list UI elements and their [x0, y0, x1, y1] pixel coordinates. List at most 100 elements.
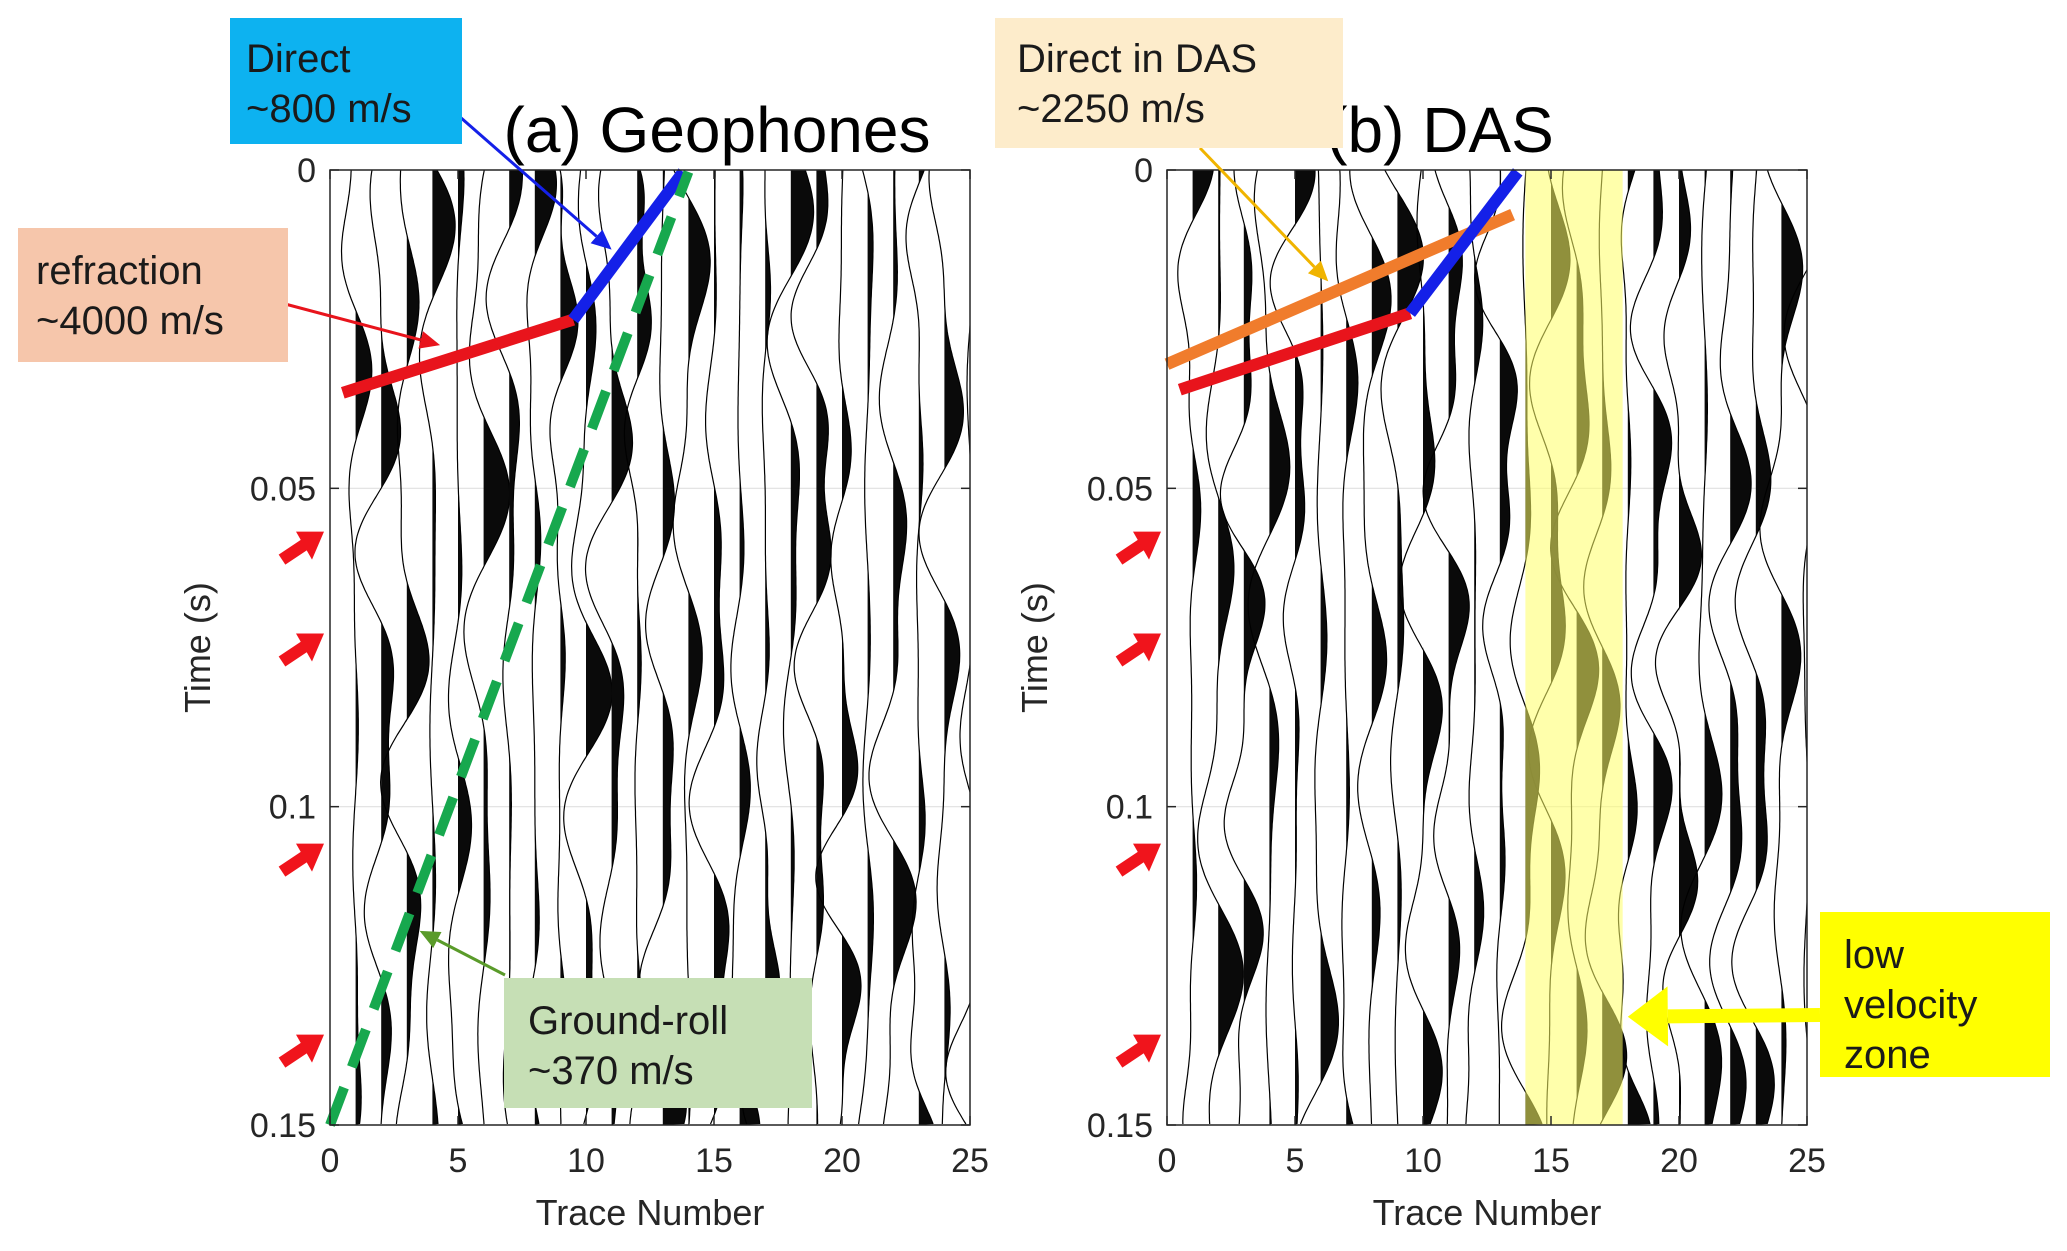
seismic-trace	[858, 170, 874, 1125]
annotation-line: Direct in DAS	[1017, 37, 1258, 81]
x-tick-label: 15	[695, 1142, 733, 1180]
annotation-arrow	[1198, 146, 1329, 282]
annotation-ground-roll: Ground-roll ~370 m/s	[504, 978, 812, 1108]
time-marker-arrow	[278, 633, 324, 667]
low-velocity-zone-highlight	[1525, 170, 1623, 1125]
annotation-line: ~2250 m/s	[1017, 87, 1205, 131]
seismic-trace	[1299, 170, 1339, 1125]
interpreted-line-2	[325, 170, 694, 1127]
x-tick-label: 5	[1286, 1142, 1305, 1180]
time-marker-arrow	[278, 1034, 324, 1068]
annotation-arrow	[419, 930, 506, 977]
seismic-trace	[463, 170, 511, 1125]
annotation-line: ~4000 m/s	[36, 299, 224, 343]
chart-title: (b) DAS	[1326, 94, 1554, 166]
annotation-line: Ground-roll	[528, 999, 729, 1043]
annotation-line: ~800 m/s	[246, 87, 412, 131]
seismic-trace	[354, 170, 402, 1125]
x-tick-label: 0	[321, 1142, 340, 1180]
seismic-trace	[1731, 170, 1775, 1125]
annotation-direct: Direct ~800 m/s	[230, 18, 462, 144]
annotation-line: Direct	[246, 37, 351, 81]
seismic-trace	[1708, 170, 1752, 1125]
seismic-trace	[1247, 170, 1291, 1125]
y-tick-label: 0.05	[250, 470, 316, 508]
seismic-trace	[1197, 170, 1244, 1125]
x-tick-label: 25	[951, 1142, 989, 1180]
seismic-trace	[340, 170, 373, 1125]
seismic-trace	[1269, 170, 1316, 1125]
seismic-trace	[918, 170, 964, 1125]
panel-b-das: 0 5 10 15 20 25 0 0.05 0.1 0.15 (b) DAS Trace Num…	[1014, 94, 1826, 1233]
time-marker-arrow	[278, 531, 324, 565]
x-tick-label: 25	[1788, 1142, 1826, 1180]
y-tick-label: 0	[297, 152, 316, 190]
time-marker-arrow	[1115, 843, 1161, 877]
x-axis-label: Trace Number	[1373, 1192, 1602, 1233]
annotation-line: refraction	[36, 249, 203, 293]
axes-frame	[329, 169, 971, 1126]
x-tick-label: 20	[1660, 1142, 1698, 1180]
time-marker-arrow	[1115, 531, 1161, 565]
interpreted-line-2	[1405, 168, 1523, 317]
x-tick-label: 15	[1532, 1142, 1570, 1180]
seismic-trace	[1399, 170, 1443, 1125]
y-tick-label: 0	[1134, 152, 1153, 190]
seismic-trace	[815, 170, 862, 1125]
x-tick-label: 20	[823, 1142, 861, 1180]
seismic-trace	[1617, 170, 1651, 1125]
y-axis-label: Time (s)	[177, 582, 218, 713]
panel-a-geophones: 0 5 10 15 20 25 0 0.05 0.1 0.15 (a) Geophones Tra…	[177, 94, 989, 1233]
time-marker-arrow	[1115, 633, 1161, 667]
seismic-trace	[868, 170, 917, 1125]
x-axis-label: Trace Number	[536, 1192, 765, 1233]
y-tick-label: 0.15	[250, 1107, 316, 1145]
seismic-trace	[1349, 170, 1392, 1125]
seismic-trace	[672, 170, 711, 1125]
seismic-trace	[584, 170, 634, 1125]
seismic-trace	[418, 170, 456, 1125]
interpreted-line-0	[1164, 209, 1515, 370]
seismic-trace	[1783, 268, 1807, 1045]
seismic-trace	[1465, 170, 1485, 1125]
interpreted-line-0	[340, 313, 576, 399]
seismic-trace	[1474, 170, 1518, 1125]
seismic-trace	[790, 170, 832, 1125]
y-tick-label: 0.05	[1087, 470, 1153, 508]
seismic-trace	[485, 170, 523, 1125]
annotation-direct-in-das: Direct in DAS ~2250 m/s	[995, 18, 1343, 148]
seismic-trace	[1335, 170, 1359, 1125]
x-tick-label: 5	[449, 1142, 468, 1180]
seismic-trace	[638, 170, 687, 1125]
x-tick-label: 0	[1158, 1142, 1177, 1180]
seismic-trace	[766, 170, 815, 1125]
seismic-trace	[905, 170, 934, 1125]
x-tick-label: 10	[567, 1142, 605, 1180]
annotation-line: zone	[1844, 1033, 1931, 1077]
annotation-arrow	[269, 298, 441, 349]
seismic-trace	[688, 170, 730, 1125]
time-marker-arrow	[1115, 1034, 1161, 1068]
seismic-trace	[1759, 170, 1804, 1125]
annotation-arrow	[451, 108, 612, 250]
seismic-trace	[730, 170, 761, 1125]
seismic-trace	[1177, 170, 1214, 1125]
annotation-low-velocity-zone: low velocity zone	[1820, 912, 2050, 1077]
x-tick-label: 10	[1404, 1142, 1442, 1180]
annotation-line: low	[1844, 933, 1905, 977]
seismic-trace	[1654, 170, 1702, 1125]
y-tick-label: 0.1	[1106, 789, 1153, 827]
annotation-arrow	[1627, 986, 1821, 1047]
interpreted-line-1	[1177, 307, 1413, 396]
y-axis-label: Time (s)	[1014, 582, 1055, 713]
seismic-trace	[447, 170, 473, 1125]
chart-title: (a) Geophones	[504, 94, 931, 166]
annotation-line: ~370 m/s	[528, 1049, 694, 1093]
annotation-line: velocity	[1844, 983, 1978, 1027]
seismic-trace	[379, 170, 430, 1125]
interpreted-line-1	[568, 168, 689, 324]
seismic-trace	[1422, 170, 1470, 1125]
y-tick-label: 0.1	[269, 789, 316, 827]
time-marker-arrow	[278, 843, 324, 877]
